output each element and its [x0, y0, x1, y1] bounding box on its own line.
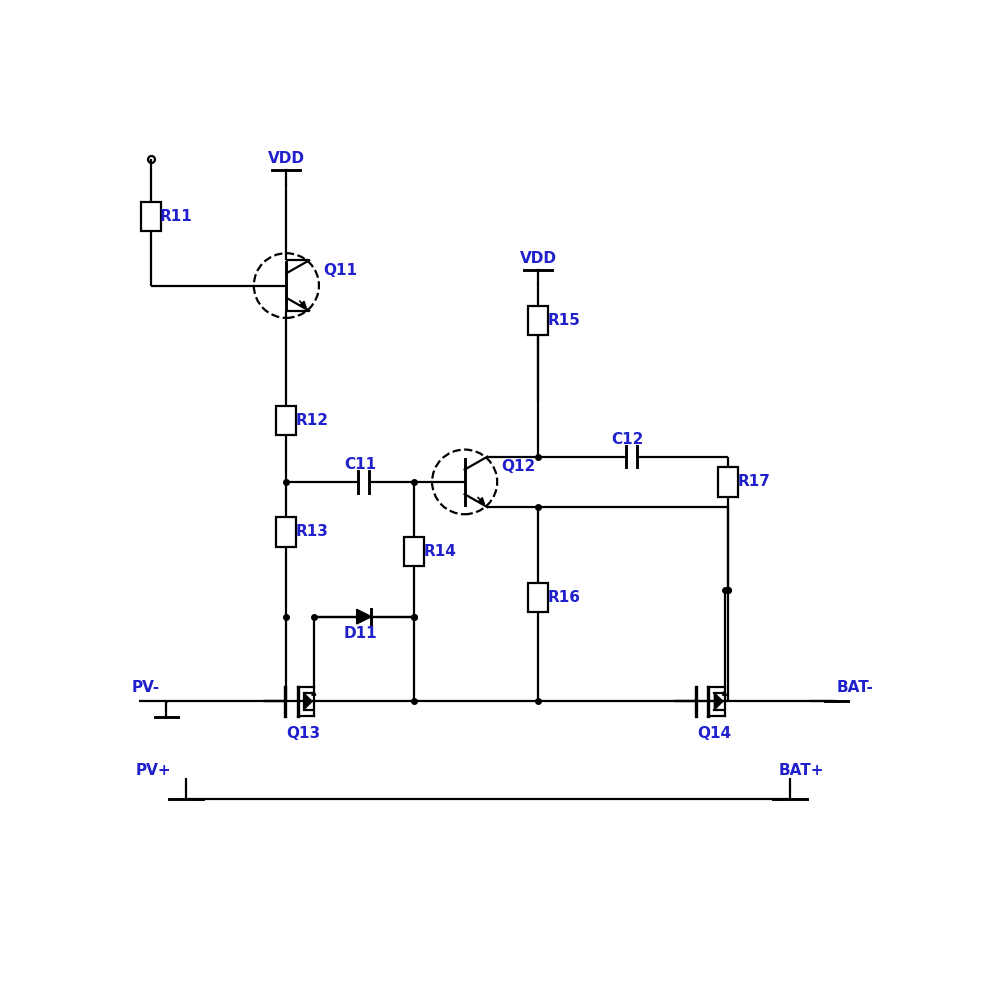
Text: VDD: VDD	[268, 151, 305, 166]
Polygon shape	[714, 693, 723, 710]
Text: R15: R15	[548, 313, 581, 328]
Text: PV-: PV-	[132, 680, 159, 695]
Text: R14: R14	[423, 544, 457, 559]
Text: Q11: Q11	[322, 263, 357, 278]
Bar	[528, 583, 548, 612]
Bar	[140, 202, 161, 231]
Text: BAT-: BAT-	[837, 680, 873, 695]
Bar	[276, 406, 297, 435]
Text: C12: C12	[611, 432, 644, 447]
Bar	[528, 306, 548, 335]
Bar	[405, 537, 424, 566]
Bar	[276, 517, 297, 547]
Text: R11: R11	[160, 209, 193, 224]
Text: R17: R17	[738, 474, 770, 489]
Text: R13: R13	[296, 524, 328, 539]
Bar	[718, 467, 738, 497]
Text: R16: R16	[548, 590, 581, 605]
Text: PV+: PV+	[135, 763, 171, 778]
Text: C11: C11	[344, 457, 376, 472]
Text: Q13: Q13	[287, 726, 320, 741]
Text: D11: D11	[343, 626, 377, 641]
Polygon shape	[357, 609, 372, 624]
Text: R12: R12	[296, 413, 328, 428]
Text: Q12: Q12	[501, 459, 535, 474]
Text: VDD: VDD	[520, 251, 557, 266]
Polygon shape	[304, 693, 313, 710]
Text: BAT+: BAT+	[778, 763, 824, 778]
Text: Q14: Q14	[697, 726, 731, 741]
